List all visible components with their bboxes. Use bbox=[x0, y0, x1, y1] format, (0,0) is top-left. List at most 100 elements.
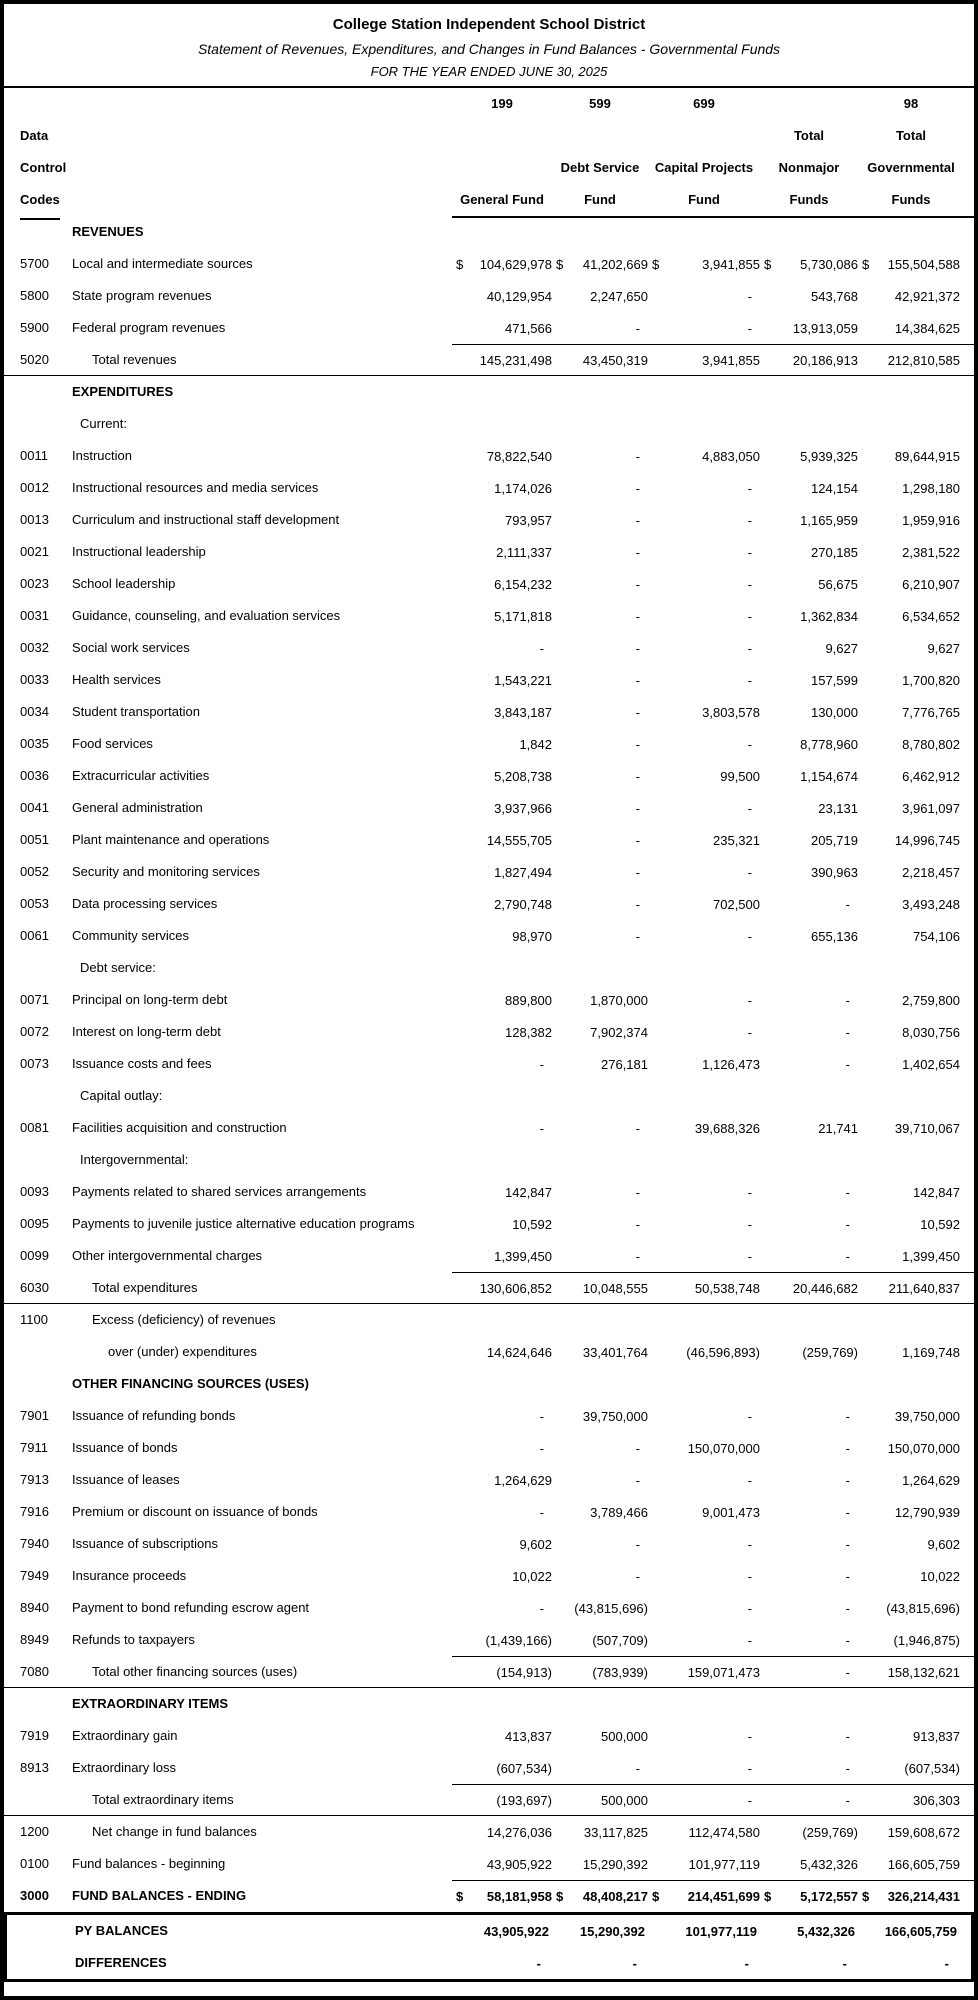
amount-cell: - bbox=[552, 1208, 648, 1240]
amount-cell: - bbox=[552, 888, 648, 920]
amount-cell: $48,408,217 bbox=[552, 1880, 648, 1912]
amount-cell: - bbox=[757, 1947, 855, 1979]
cell-value: 9,627 bbox=[927, 640, 960, 656]
cell-value: (193,697) bbox=[496, 1793, 552, 1808]
row-label: over (under) expenditures bbox=[108, 1344, 257, 1359]
row-label: Payments related to shared services arra… bbox=[72, 1184, 367, 1199]
cell-value: 1,264,629 bbox=[902, 1472, 960, 1488]
amount-cell bbox=[648, 1368, 760, 1400]
cell-value: 1,870,000 bbox=[590, 992, 648, 1008]
cell-value: 2,790,748 bbox=[494, 896, 552, 912]
amount-cell: - bbox=[552, 1752, 648, 1784]
row-code: 3000 bbox=[20, 1888, 49, 1903]
row-label: Insurance proceeds bbox=[72, 1568, 187, 1583]
cell-value: 889,800 bbox=[505, 992, 552, 1008]
excess-row: 1100 Excess (deficiency) of revenues bbox=[4, 1304, 974, 1336]
amount-cell: 101,977,119 bbox=[645, 1915, 757, 1947]
cell-value: 500,000 bbox=[601, 1728, 648, 1744]
amount-cell: 3,961,097 bbox=[858, 792, 974, 824]
amount-cell: 1,264,629 bbox=[858, 1464, 974, 1496]
cell-value: 5,432,326 bbox=[797, 1923, 855, 1939]
amount-cell: 211,640,837 bbox=[858, 1272, 974, 1304]
row-label: Extracurricular activities bbox=[72, 768, 210, 783]
cell-value: 15,290,392 bbox=[582, 1856, 648, 1872]
cell-value: 20,446,682 bbox=[792, 1281, 858, 1296]
fund-column-header: 599 bbox=[589, 96, 611, 111]
table-row: 0099 Other intergovernmental charges 1,399… bbox=[4, 1240, 974, 1272]
cell-value: - bbox=[635, 576, 640, 592]
total-row: 6030 Total expenditures 130,606,852 10,048,… bbox=[4, 1272, 974, 1304]
amount-cell: - bbox=[648, 856, 760, 888]
amount-cell: 7,776,765 bbox=[858, 696, 974, 728]
cell-value: 3,493,248 bbox=[902, 896, 960, 912]
amount-cell bbox=[552, 1368, 648, 1400]
table-row: 0036 Extracurricular activities 5,208,738 -… bbox=[4, 760, 974, 792]
cell-value: 50,538,748 bbox=[694, 1281, 760, 1296]
amount-cell: 2,247,650 bbox=[552, 280, 648, 312]
cell-value: 2,759,800 bbox=[902, 992, 960, 1008]
row-code: 8913 bbox=[20, 1760, 49, 1775]
amount-cell: - bbox=[760, 1720, 858, 1752]
cell-value: 166,605,759 bbox=[887, 1856, 960, 1872]
header-spacer bbox=[64, 88, 452, 120]
amount-cell: 4,883,050 bbox=[648, 440, 760, 472]
cell-value: 14,384,625 bbox=[894, 320, 960, 336]
amount-cell: - bbox=[648, 984, 760, 1016]
amount-cell: 124,154 bbox=[760, 472, 858, 504]
header-spacer bbox=[64, 152, 452, 184]
amount-cell: 1,827,494 bbox=[452, 856, 552, 888]
table-row: 0021 Instructional leadership 2,111,337 - - 2… bbox=[4, 536, 974, 568]
amount-cell: 3,937,966 bbox=[452, 792, 552, 824]
amount-cell: 166,605,759 bbox=[855, 1915, 971, 1947]
amount-cell: 10,048,555 bbox=[552, 1272, 648, 1304]
amount-cell: 6,534,652 bbox=[858, 600, 974, 632]
cell-value: 10,022 bbox=[512, 1568, 552, 1584]
table-row: 0033 Health services 1,543,221 - - 157,599 1,7… bbox=[4, 664, 974, 696]
cell-value: 159,071,473 bbox=[687, 1665, 760, 1680]
cell-value: 9,627 bbox=[825, 640, 858, 656]
row-label: Instruction bbox=[72, 448, 132, 463]
amount-cell: 5,171,818 bbox=[452, 600, 552, 632]
data-control-codes-label bbox=[4, 88, 64, 120]
cell-value: 3,789,466 bbox=[590, 1504, 648, 1520]
amount-cell: 42,921,372 bbox=[858, 280, 974, 312]
amount-cell: - bbox=[452, 1432, 552, 1464]
row-code: 0053 bbox=[20, 896, 49, 911]
statement-subtitle: Statement of Revenues, Expenditures, and… bbox=[197, 41, 781, 57]
amount-cell: - bbox=[648, 472, 760, 504]
amount-cell: 1,700,820 bbox=[858, 664, 974, 696]
amount-cell: 270,185 bbox=[760, 536, 858, 568]
amount-cell bbox=[858, 1144, 974, 1176]
amount-cell: 500,000 bbox=[552, 1720, 648, 1752]
table-row: 5700 Local and intermediate sources $104,6… bbox=[4, 248, 974, 280]
fund-column-header: Fund bbox=[552, 184, 648, 218]
row-label: Issuance of subscriptions bbox=[72, 1536, 218, 1551]
document-header: College Station Independent School Distr… bbox=[4, 4, 974, 83]
amount-cell: (507,709) bbox=[552, 1624, 648, 1656]
cell-value: - bbox=[635, 1248, 640, 1264]
amount-cell: - bbox=[648, 792, 760, 824]
cell-value: - bbox=[747, 1632, 752, 1648]
cell-value: 43,905,922 bbox=[486, 1856, 552, 1872]
amount-cell: 7,902,374 bbox=[552, 1016, 648, 1048]
row-code: 7080 bbox=[20, 1664, 49, 1679]
cell-value: - bbox=[845, 1728, 850, 1744]
amount-cell: 276,181 bbox=[552, 1048, 648, 1080]
amount-cell: (783,939) bbox=[552, 1656, 648, 1688]
amount-cell: (607,534) bbox=[452, 1752, 552, 1784]
amount-cell: 33,117,825 bbox=[552, 1816, 648, 1848]
amount-cell: 1,402,654 bbox=[858, 1048, 974, 1080]
cell-value: 5,172,557 bbox=[800, 1889, 858, 1904]
amount-cell: - bbox=[760, 1528, 858, 1560]
amount-cell: 101,977,119 bbox=[648, 1848, 760, 1880]
row-code: 6030 bbox=[20, 1280, 49, 1295]
cell-value: (783,939) bbox=[592, 1665, 648, 1680]
amount-cell: 913,837 bbox=[858, 1720, 974, 1752]
cell-value: 1,827,494 bbox=[494, 864, 552, 880]
cell-value: - bbox=[635, 736, 640, 752]
amount-cell: - bbox=[648, 632, 760, 664]
table-row: 0053 Data processing services 2,790,748 - 70… bbox=[4, 888, 974, 920]
column-header-row: Codes General Fund Fund Fund Funds Funds bbox=[4, 184, 974, 220]
cell-value: - bbox=[539, 1440, 544, 1456]
row-code: 0012 bbox=[20, 480, 49, 495]
